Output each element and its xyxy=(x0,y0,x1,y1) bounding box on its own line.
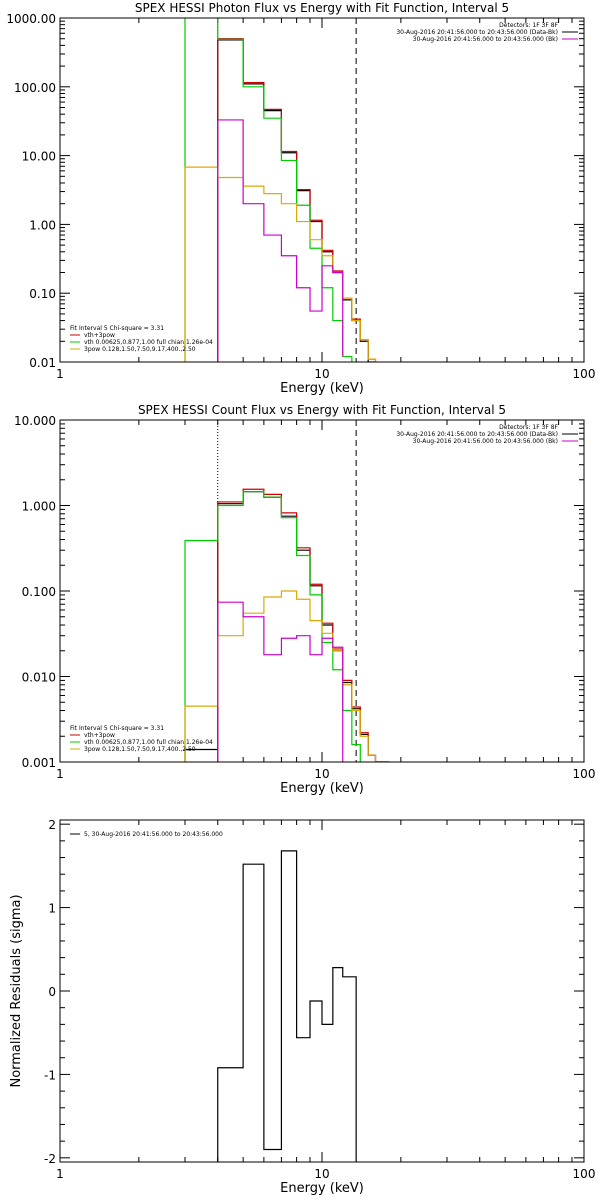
series-3pow xyxy=(184,166,377,362)
y-tick-label: 1.00 xyxy=(29,218,56,232)
y-tick-label: 100.00 xyxy=(14,81,56,95)
series-vth xyxy=(184,18,353,362)
legend-label: Fit Interval 5 Chi-square = 3.31 xyxy=(70,725,164,732)
y-tick-label: 10.00 xyxy=(22,150,56,164)
x-axis-label: Energy (keV) xyxy=(280,381,364,396)
chart-panel-1: SPEX HESSI Photon Flux vs Energy with Fi… xyxy=(6,1,596,396)
y-tick-label: 0.10 xyxy=(29,287,56,301)
legend-label: Fit Interval 5 Chi-square = 3.31 xyxy=(70,325,164,332)
x-tick-label: 100 xyxy=(573,1167,596,1181)
legend-label: 3pow 0.128,1.50,7.50,9.17,400.,2.50 xyxy=(84,746,196,753)
chart-title: SPEX HESSI Count Flux vs Energy with Fit… xyxy=(138,403,506,417)
series-group xyxy=(217,850,357,1162)
series-vth-3pow xyxy=(217,488,390,762)
header-line: 30-Aug-2016 20:41:56.000 to 20:43:56.000… xyxy=(413,36,558,43)
y-tick-label: 0.010 xyxy=(22,671,56,685)
y-axis-label: Normalized Residuals (sigma) xyxy=(9,894,24,1087)
plot-frame xyxy=(59,819,585,1163)
y-tick-label: 0.001 xyxy=(22,756,56,770)
chart-panel-2: SPEX HESSI Count Flux vs Energy with Fit… xyxy=(14,403,596,796)
y-tick-label: 0 xyxy=(48,985,56,999)
series-vth xyxy=(184,491,361,762)
y-tick-label: -2 xyxy=(44,1152,56,1166)
x-tick-label: 1 xyxy=(56,367,64,381)
x-tick-label: 1 xyxy=(56,767,64,781)
x-tick-label: 100 xyxy=(573,367,596,381)
x-tick-label: 10 xyxy=(314,1167,329,1181)
legend-label: vth 0.00625,0.877,1.00 full chian 1.26e-… xyxy=(84,739,213,746)
legend-label: vth+3pow xyxy=(84,332,115,339)
series-group xyxy=(184,18,377,362)
header-line: 30-Aug-2016 20:41:56.000 to 20:43:56.000… xyxy=(396,29,558,36)
y-tick-label: 1 xyxy=(48,902,56,916)
x-axis-label: Energy (keV) xyxy=(280,1181,364,1196)
legend-label: vth 0.00625,0.877,1.00 full chian 1.26e-… xyxy=(84,339,213,346)
legend-label: 3pow 0.128,1.50,7.50,9.17,400.,2.50 xyxy=(84,346,196,353)
series-group xyxy=(184,488,390,762)
chart-title: SPEX HESSI Photon Flux vs Energy with Fi… xyxy=(135,1,509,15)
series-3pow xyxy=(184,590,390,762)
legend-label: 5, 30-Aug-2016 20:41:56.000 to 20:43:56.… xyxy=(84,831,223,838)
x-tick-label: 100 xyxy=(573,767,596,781)
legend-label: vth+3pow xyxy=(84,732,115,739)
y-tick-label: -1 xyxy=(44,1068,56,1082)
y-tick-label: 0.100 xyxy=(22,585,56,599)
series-bk xyxy=(217,119,344,362)
series-5-30-aug-2016-20-41-56-000-to-20-43-56-000 xyxy=(217,850,357,1162)
y-tick-label: 1000.00 xyxy=(6,12,56,26)
x-tick-label: 1 xyxy=(56,1167,64,1181)
plot-frame xyxy=(59,17,585,363)
y-tick-label: 2 xyxy=(48,818,56,832)
header-line: Detectors: 1F 3F 8F xyxy=(499,22,558,29)
y-tick-label: 0.01 xyxy=(29,356,56,370)
series-bk xyxy=(217,601,344,762)
series-data-bk xyxy=(184,491,390,762)
header-line: Detectors: 1F 3F 8F xyxy=(499,424,558,431)
plot-frame xyxy=(59,419,585,763)
x-tick-label: 10 xyxy=(314,767,329,781)
y-tick-label: 1.000 xyxy=(22,500,56,514)
y-tick-label: 10.000 xyxy=(14,414,56,428)
header-line: 30-Aug-2016 20:41:56.000 to 20:43:56.000… xyxy=(413,438,558,445)
header-line: 30-Aug-2016 20:41:56.000 to 20:43:56.000… xyxy=(396,431,558,438)
series-vth-3pow xyxy=(217,38,377,362)
x-tick-label: 10 xyxy=(314,367,329,381)
chart-panel-3: 1 10 100 -2 -1 0 1 2 Energy (keV) Normalized Resi… xyxy=(9,818,596,1196)
x-axis-label: Energy (keV) xyxy=(280,781,364,796)
